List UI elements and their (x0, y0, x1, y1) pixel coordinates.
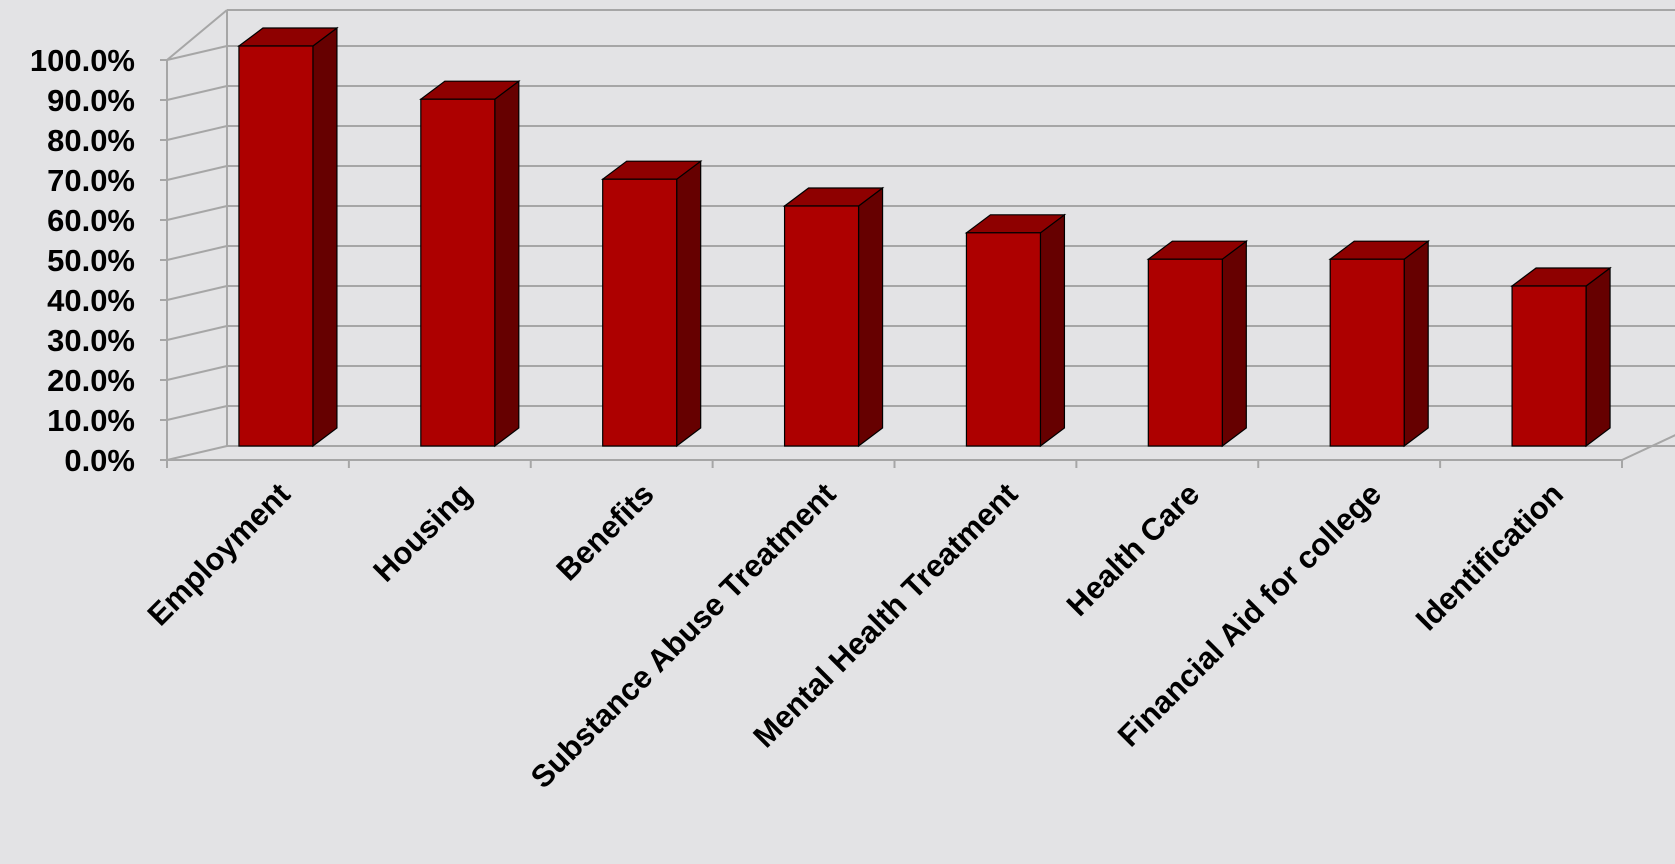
bar-side (494, 79, 520, 448)
bar-front (1329, 258, 1405, 447)
y-tick-label: 30.0% (47, 323, 135, 358)
bar-side (312, 26, 338, 448)
bar-front (602, 178, 678, 447)
y-tick-label: 70.0% (47, 163, 135, 198)
y-axis-tick-labels: 0.0% 10.0% 20.0% 30.0% 40.0% 50.0% 60.0% 70.0% 8… (30, 43, 135, 478)
axes (160, 9, 1675, 468)
bar-housing (419, 79, 521, 448)
gridlines (166, 9, 1675, 461)
bar-mental-health-treatment (964, 213, 1067, 448)
bar-identification (1510, 266, 1612, 448)
bar-side (857, 186, 884, 448)
y-tick-label: 80.0% (47, 123, 135, 158)
floor-right-edge (1621, 434, 1675, 461)
bar-side (1403, 239, 1429, 448)
gridline-depth-70 (166, 165, 228, 181)
bar-front (965, 232, 1042, 447)
y-tick-label: 10.0% (47, 403, 135, 438)
y-tick-label: 60.0% (47, 203, 135, 238)
y-tick-label: 100.0% (30, 43, 135, 78)
bar-financial-aid-for-college (1328, 239, 1430, 448)
bar-substance-abuse-treatment (782, 186, 885, 448)
bar-benefits (600, 159, 703, 448)
bar-side (1039, 213, 1066, 448)
x-tick-label: Substance Abuse Treatment (524, 476, 843, 795)
side-wall-top-edge (166, 9, 228, 61)
x-tick-label: Housing (366, 476, 478, 588)
bar-employment (237, 26, 339, 448)
gridline-depth-50 (166, 245, 228, 261)
y-tick-label: 90.0% (47, 83, 135, 118)
bar-front (1147, 258, 1223, 447)
x-tick-label: Identification (1409, 476, 1570, 637)
x-tick-label: Benefits (549, 476, 660, 587)
bar-side (1221, 239, 1247, 448)
gridline-depth-30 (166, 325, 228, 341)
x-tick-label: Health Care (1060, 476, 1207, 623)
gridline-depth-60 (166, 205, 228, 221)
gridline-depth-80 (166, 125, 228, 141)
bar-front (783, 205, 860, 447)
y-tick-label: 50.0% (47, 243, 135, 278)
gridline-depth-40 (166, 285, 228, 301)
bar-side (1585, 266, 1611, 448)
gridline-depth-0 (166, 445, 228, 461)
gridline-depth-10 (166, 405, 228, 421)
bars (237, 26, 1612, 448)
bar-health-care (1146, 239, 1249, 448)
gridline-depth-90 (166, 85, 228, 101)
y-tick-label: 40.0% (47, 283, 135, 318)
y-tick-label: 20.0% (47, 363, 135, 398)
bar-front (238, 45, 314, 447)
gridline-depth-100 (166, 45, 228, 61)
x-tick-label: Employment (141, 476, 297, 632)
bar-front (1511, 285, 1587, 447)
bar-front (420, 98, 496, 447)
bar-side (676, 159, 702, 448)
y-tick-label: 0.0% (64, 443, 135, 478)
gridline-depth-20 (166, 365, 228, 381)
